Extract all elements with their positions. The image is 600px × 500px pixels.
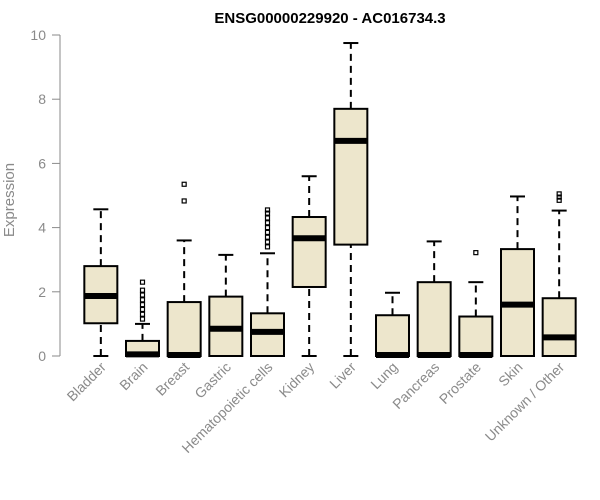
outlier-point bbox=[473, 250, 479, 256]
x-tick-label: Bladder bbox=[64, 359, 110, 405]
outlier-point bbox=[139, 292, 146, 298]
x-tick-label: Kidney bbox=[276, 359, 318, 401]
iqr-box bbox=[166, 301, 202, 357]
box-unknown-other bbox=[541, 191, 577, 357]
box-liver bbox=[333, 42, 369, 357]
y-tick-label: 4 bbox=[38, 220, 46, 236]
x-tick-label: Brain bbox=[116, 359, 150, 393]
box-kidney bbox=[291, 175, 327, 357]
iqr-box bbox=[416, 281, 452, 358]
outlier-point bbox=[139, 279, 146, 285]
x-tick-label: Liver bbox=[326, 359, 359, 392]
outlier-point bbox=[556, 191, 562, 197]
y-axis: 0 2 4 6 8 10 bbox=[30, 27, 61, 364]
outlier-point bbox=[139, 287, 146, 293]
outlier-point bbox=[556, 194, 562, 200]
x-tick-label: Lung bbox=[367, 359, 400, 392]
boxes-group bbox=[83, 42, 577, 359]
y-tick-label: 6 bbox=[38, 155, 46, 171]
outlier-point bbox=[181, 198, 187, 204]
outlier-point bbox=[264, 244, 271, 250]
box-hematopoietic-cells bbox=[250, 207, 285, 358]
outlier-point bbox=[264, 220, 271, 226]
y-tick-label: 2 bbox=[38, 284, 46, 300]
y-tick-label: 0 bbox=[38, 348, 46, 364]
outlier-point bbox=[181, 181, 187, 187]
outlier-point bbox=[264, 239, 271, 245]
x-tick-label: Unknown / Other bbox=[482, 359, 568, 445]
outlier-point bbox=[264, 215, 271, 221]
outlier-point bbox=[264, 225, 271, 231]
iqr-box bbox=[291, 216, 327, 288]
outlier-point bbox=[556, 197, 562, 203]
box-bladder bbox=[83, 208, 119, 357]
x-tick-label: Breast bbox=[152, 359, 192, 399]
box-breast bbox=[166, 181, 202, 359]
outlier-point bbox=[139, 316, 146, 322]
iqr-box bbox=[458, 315, 494, 357]
box-pancreas bbox=[416, 240, 452, 359]
outlier-point bbox=[264, 234, 271, 240]
y-tick-label: 10 bbox=[30, 27, 46, 43]
box-prostate bbox=[458, 250, 494, 359]
box-brain bbox=[125, 279, 160, 358]
outlier-point bbox=[139, 306, 146, 313]
x-tick-label: Skin bbox=[495, 359, 526, 390]
iqr-box bbox=[375, 314, 410, 357]
iqr-box bbox=[541, 297, 577, 357]
box-lung bbox=[375, 291, 410, 359]
outlier-point bbox=[139, 302, 146, 308]
outlier-point bbox=[264, 229, 271, 236]
box-gastric bbox=[208, 253, 244, 357]
y-tick-label: 8 bbox=[38, 91, 46, 107]
y-axis-label: Expression bbox=[1, 163, 18, 237]
chart-title: ENSG00000229920 - AC016734.3 bbox=[214, 10, 445, 27]
outlier-point bbox=[139, 311, 146, 317]
outlier-point bbox=[264, 207, 271, 213]
outlier-point bbox=[264, 210, 271, 216]
outlier-point bbox=[139, 297, 146, 303]
box-skin bbox=[500, 195, 535, 357]
x-tick-label: Prostate bbox=[436, 359, 484, 407]
iqr-box bbox=[333, 107, 369, 246]
